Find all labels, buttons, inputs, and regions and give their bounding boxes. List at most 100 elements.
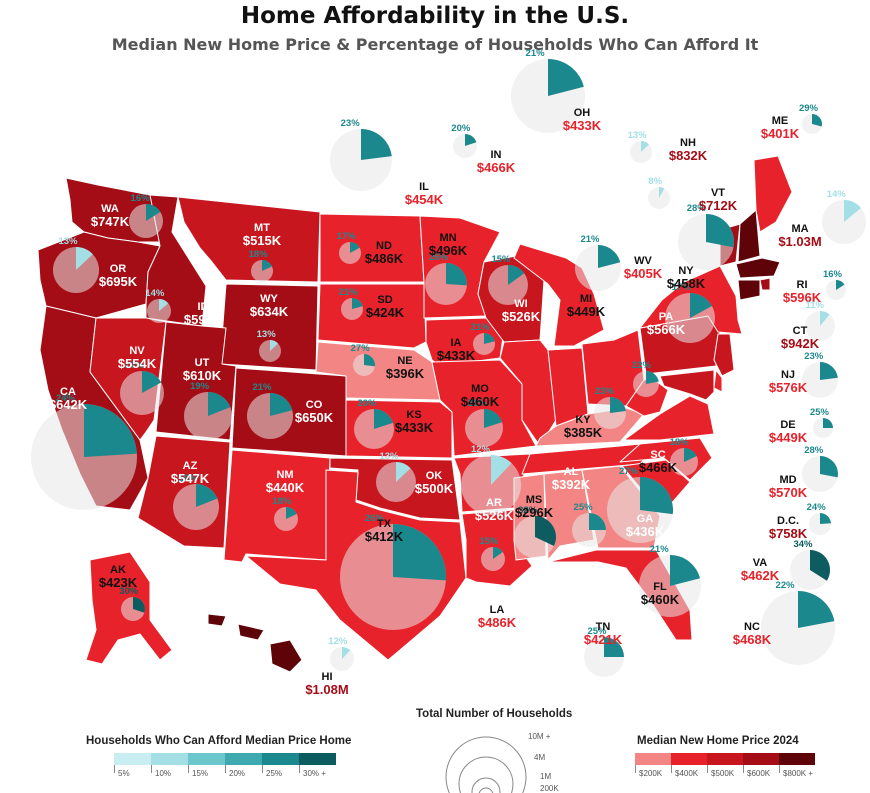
pie-co <box>247 392 293 439</box>
pie-ne <box>353 354 375 376</box>
afford-label-de: 25% <box>810 407 830 418</box>
price-label-al: $392K <box>552 477 591 492</box>
pie-ct <box>805 311 835 341</box>
afford-label-id: 14% <box>145 288 165 299</box>
legend-afford-swatch <box>299 753 336 765</box>
state-shape-md[interactable] <box>659 369 715 401</box>
price-label-mn: $496K <box>429 243 468 258</box>
state-label-ia: IA <box>451 337 462 349</box>
legend-afford-tick <box>114 765 115 773</box>
pie-share-co <box>270 392 293 416</box>
afford-label-ny: 28% <box>687 203 707 214</box>
legend-afford-swatch <box>151 753 188 765</box>
price-label-me: $401K <box>761 126 800 141</box>
state-label-mi: MI <box>580 293 592 305</box>
legend-afford-label: 15% <box>192 769 209 778</box>
pie-share-mn <box>446 263 468 286</box>
afford-label-nj: 23% <box>804 351 824 362</box>
legend-afford-tick <box>188 765 189 773</box>
legend-afford-swatch <box>225 753 262 765</box>
state-shape-nh[interactable] <box>737 209 761 263</box>
state-label-nd: ND <box>376 240 392 252</box>
pie-share-nh <box>641 141 650 152</box>
legend-afford-label: 25% <box>266 769 283 778</box>
state-shape-nj[interactable] <box>713 333 735 377</box>
legend-price-tick <box>707 765 708 773</box>
price-label-tx: $412K <box>365 529 404 544</box>
pie-hi <box>330 647 354 671</box>
pie-layer <box>31 59 866 677</box>
state-label-az: AZ <box>183 460 198 472</box>
price-label-ak: $423K <box>99 575 138 590</box>
state-shape-me[interactable] <box>753 155 793 233</box>
pie-share-ut <box>208 392 231 416</box>
pie-share-nd <box>350 242 360 253</box>
state-label-in: IN <box>491 149 502 161</box>
pie-share-de <box>823 418 833 428</box>
legend-afford-title: Households Who Can Afford Median Price H… <box>86 735 352 747</box>
pie-share-va <box>810 550 831 581</box>
state-shape-ct[interactable] <box>737 279 761 301</box>
afford-label-wv: 22% <box>632 360 652 371</box>
state-shape-hi[interactable] <box>207 613 303 673</box>
afford-label-vt: 8% <box>648 176 662 187</box>
state-label-de: DE <box>780 419 795 431</box>
price-label-ks: $433K <box>395 420 434 435</box>
legend-households-10m: 10M + <box>528 732 551 741</box>
state-shape-de[interactable] <box>713 369 723 393</box>
price-label-mt: $515K <box>243 233 282 248</box>
state-label-ak: AK <box>110 564 126 576</box>
pie-share-or <box>76 247 93 270</box>
state-label-fl: FL <box>653 581 667 593</box>
state-label-va: VA <box>753 557 768 569</box>
pie-mt <box>251 260 273 282</box>
state-label-nj: NJ <box>781 369 795 381</box>
pie-share-nj <box>820 362 838 380</box>
pie-mi <box>575 245 621 291</box>
state-shape-ne[interactable] <box>315 341 441 401</box>
pie-in <box>453 134 477 158</box>
pie-share-oh <box>548 59 584 96</box>
state-label-il: IL <box>419 181 429 193</box>
afford-label-il: 23% <box>341 118 361 129</box>
pie-share-ga <box>640 476 674 515</box>
pie-share-pa <box>690 293 712 318</box>
state-label-nv: NV <box>129 345 145 357</box>
state-shape-nd[interactable] <box>319 213 425 283</box>
pie-share-tn <box>604 637 624 657</box>
afford-label-va: 34% <box>793 539 813 550</box>
pie-nd <box>339 242 361 264</box>
legend-price-swatch <box>779 753 815 765</box>
pie-ny <box>678 214 734 270</box>
afford-label-al: 25% <box>574 502 594 513</box>
afford-label-mi: 21% <box>580 234 600 245</box>
state-shape-sd[interactable] <box>317 283 427 349</box>
pie-vt <box>648 186 670 209</box>
state-label-ar: AR <box>486 497 502 509</box>
pie-share-il <box>361 129 392 160</box>
state-label-ct: CT <box>793 325 808 337</box>
legend-price-label: $500K <box>711 769 735 778</box>
state-label-id: ID <box>198 301 209 313</box>
afford-label-co: 21% <box>252 382 272 393</box>
afford-label-ar: 12% <box>471 444 491 455</box>
legend-afford-label: 5% <box>118 769 130 778</box>
pie-fl <box>639 555 701 617</box>
afford-label-ri: 16% <box>823 269 843 280</box>
state-shape-ma[interactable] <box>735 257 781 279</box>
state-shape-va[interactable] <box>623 395 715 441</box>
pie-share-wa <box>146 204 161 221</box>
pie-share-mo <box>484 409 503 428</box>
pie-share-in <box>465 134 477 146</box>
pie-share-ct <box>820 311 830 326</box>
state-label-nh: NH <box>680 137 696 149</box>
pie-share-sd <box>352 298 363 309</box>
pie-al <box>572 513 606 547</box>
pie-wv <box>633 371 659 397</box>
pie-mo <box>465 409 503 447</box>
pie-share-ia <box>484 333 495 344</box>
price-label-wa: $747K <box>91 214 130 229</box>
legend-afford-tick <box>225 765 226 773</box>
legend-price-tick <box>635 765 636 773</box>
state-shape-ri[interactable] <box>759 277 771 291</box>
